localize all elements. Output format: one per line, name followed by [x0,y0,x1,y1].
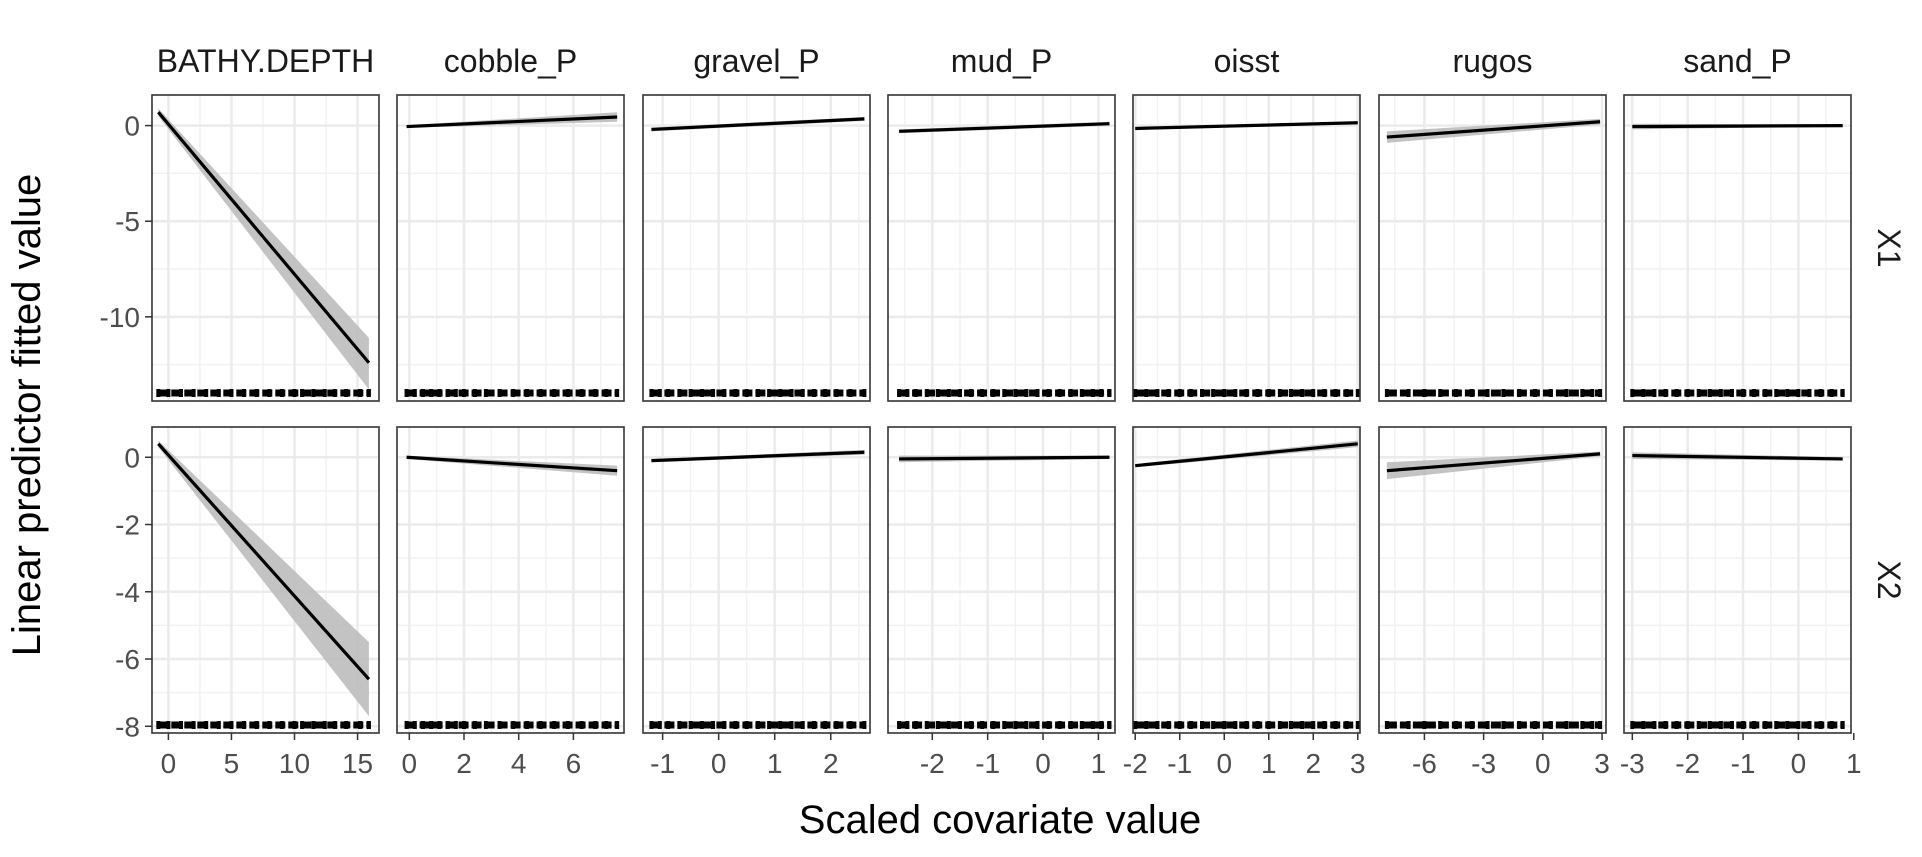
confidence-ribbon [158,440,369,717]
fitted-line [157,111,371,364]
x-tick-label: 0 [1216,748,1232,779]
panel-border [1132,94,1361,402]
fitted-line [1135,121,1358,131]
x-tick-label: 0 [1535,748,1551,779]
panel-x2-oisst [1132,426,1361,734]
x-tick-label: -3 [1620,748,1645,779]
panel-border [1378,426,1607,734]
confidence-ribbon [158,108,369,390]
panel-border [396,426,625,734]
panel-x1-oisst [1132,94,1361,402]
x-tick-label: -2 [1675,748,1700,779]
panel-border [1378,94,1607,402]
panel-border [1132,426,1361,734]
x-tick-label: 0 [1035,748,1051,779]
x-tick-label: 2 [823,748,839,779]
x-tick-label: 5 [224,748,240,779]
x-tick-label: -2 [1123,748,1148,779]
x-tick-label: 4 [511,748,527,779]
fitted-line [406,115,618,129]
fitted-line [1632,124,1843,129]
x-tick-label: 0 [1791,748,1807,779]
fitted-line [406,455,618,473]
x-tick-label: -6 [1412,748,1437,779]
y-tick-label: -4 [115,577,140,608]
y-axis-title: Linear predictor fitted value [5,174,49,657]
panel-border [887,94,1116,402]
column-strip-label-rugos: rugos [1452,43,1532,79]
panel-border [1623,94,1852,402]
fitted-line [1135,442,1358,468]
panel-border [396,94,625,402]
panel-x2-gravel-p [642,426,871,734]
x-tick-label: 1 [1846,748,1862,779]
x-tick-label: 10 [279,748,310,779]
panel-border [887,426,1116,734]
row-strip-label-x2: X2 [1871,560,1907,599]
x-tick-label: -1 [1731,748,1756,779]
column-strip-label-oisst: oisst [1214,43,1280,79]
y-tick-label: 0 [124,442,140,473]
panel-border [642,426,871,734]
panel-border [151,426,380,734]
x-axis-title: Scaled covariate value [799,798,1201,842]
y-tick-label: -2 [115,510,140,541]
fitted-line [899,455,1110,461]
panel-x1-sand-p [1623,94,1852,402]
x-tick-label: 2 [1305,748,1321,779]
y-tick-label: -6 [115,644,140,675]
x-tick-label: 0 [402,748,418,779]
panel-x1-bathy-depth [151,94,380,402]
column-strip-label-cobble-p: cobble_P [444,43,577,79]
panel-x2-cobble-p [396,426,625,734]
x-tick-label: 1 [767,748,783,779]
panel-x2-mud-p [887,426,1116,734]
panel-border [1623,426,1852,734]
x-tick-label: 3 [1350,748,1366,779]
x-tick-label: 2 [456,748,472,779]
x-tick-label: -1 [975,748,1000,779]
panel-x1-rugos [1378,94,1607,402]
row-strip-label-x1: X1 [1871,228,1907,267]
x-tick-label: 1 [1091,748,1107,779]
y-tick-label: -8 [115,711,140,742]
panel-x2-rugos [1378,426,1607,734]
column-strip-label-mud-p: mud_P [951,43,1052,79]
y-tick-label: -10 [100,302,140,333]
x-tick-label: 0 [161,748,177,779]
x-tick-label: 0 [711,748,727,779]
x-tick-label: 6 [566,748,582,779]
panel-x2-sand-p [1623,426,1852,734]
x-tick-label: 3 [1594,748,1610,779]
x-tick-label: 15 [342,748,373,779]
fitted-line [651,117,865,132]
y-tick-label: 0 [124,111,140,142]
panel-border [642,94,871,402]
fitted-line [651,450,865,463]
x-tick-label: -2 [920,748,945,779]
fitted-line [1386,120,1601,139]
column-strip-label-gravel-p: gravel_P [693,43,819,79]
x-tick-label: -1 [650,748,675,779]
column-strip-label-bathy-depth: BATHY.DEPTH [157,43,375,79]
fitted-line [157,442,371,681]
column-strip-label-sand-p: sand_P [1683,43,1792,79]
panel-x1-mud-p [887,94,1116,402]
x-tick-label: 1 [1261,748,1277,779]
panel-x1-gravel-p [642,94,871,402]
x-tick-label: -3 [1471,748,1496,779]
panels-layer: BATHY.DEPTH cobble_P gravel_P mud_P oisst rug… [100,43,1907,779]
x-tick-label: -1 [1167,748,1192,779]
y-tick-label: -5 [115,206,140,237]
panel-x2-bathy-depth [151,426,380,734]
panel-x1-cobble-p [396,94,625,402]
fitted-line [899,122,1110,133]
fitted-line [1386,452,1601,473]
panel-border [151,94,380,402]
fitted-line [1632,453,1843,461]
